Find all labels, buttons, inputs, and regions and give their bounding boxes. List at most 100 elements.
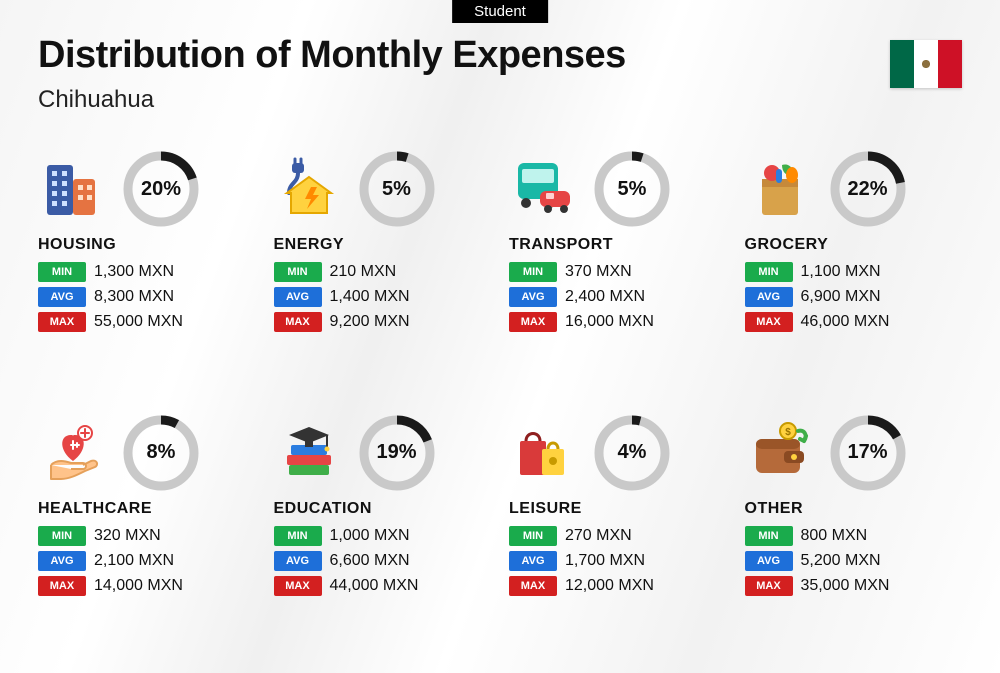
stats: MIN 1,300 MXN AVG 8,300 MXN MAX 55,000 M… [38, 262, 256, 332]
val-avg: 6,600 MXN [330, 552, 410, 570]
val-min: 370 MXN [565, 263, 632, 281]
shopping-bags-icon [509, 418, 579, 488]
pct-label: 5% [358, 150, 436, 228]
val-max: 16,000 MXN [565, 313, 654, 331]
tag-max: MAX [38, 312, 86, 332]
stats: MIN 320 MXN AVG 2,100 MXN MAX 14,000 MXN [38, 526, 256, 596]
page-title: Distribution of Monthly Expenses [38, 34, 626, 77]
donut-energy: 5% [358, 150, 436, 228]
donut-education: 19% [358, 414, 436, 492]
expense-card-leisure: 4% LEISURE MIN 270 MXN AVG 1,700 MXN MAX… [509, 414, 727, 650]
pct-label: 22% [829, 150, 907, 228]
tag-min: MIN [509, 262, 557, 282]
flag-mexico [890, 40, 962, 88]
tag-min: MIN [274, 526, 322, 546]
tag-avg: AVG [745, 287, 793, 307]
tag-min: MIN [38, 262, 86, 282]
expense-card-grocery: 22% GROCERY MIN 1,100 MXN AVG 6,900 MXN … [745, 150, 963, 386]
tag-max: MAX [274, 576, 322, 596]
tag-max: MAX [38, 576, 86, 596]
expense-card-education: 19% EDUCATION MIN 1,000 MXN AVG 6,600 MX… [274, 414, 492, 650]
tag-max: MAX [509, 312, 557, 332]
val-avg: 5,200 MXN [801, 552, 881, 570]
buildings-icon [38, 154, 108, 224]
grad-books-icon [274, 418, 344, 488]
badge-student: Student [452, 0, 548, 23]
val-min: 1,300 MXN [94, 263, 174, 281]
val-avg: 2,400 MXN [565, 288, 645, 306]
expense-card-housing: 20% HOUSING MIN 1,300 MXN AVG 8,300 MXN … [38, 150, 256, 386]
heart-hand-icon [38, 418, 108, 488]
expense-card-healthcare: 8% HEALTHCARE MIN 320 MXN AVG 2,100 MXN … [38, 414, 256, 650]
tag-min: MIN [38, 526, 86, 546]
tag-avg: AVG [274, 551, 322, 571]
val-avg: 1,700 MXN [565, 552, 645, 570]
tag-min: MIN [274, 262, 322, 282]
category-name: TRANSPORT [509, 236, 727, 254]
wallet-icon: $ [745, 418, 815, 488]
bus-car-icon [509, 154, 579, 224]
val-min: 320 MXN [94, 527, 161, 545]
category-name: EDUCATION [274, 500, 492, 518]
val-max: 35,000 MXN [801, 577, 890, 595]
expense-card-transport: 5% TRANSPORT MIN 370 MXN AVG 2,400 MXN M… [509, 150, 727, 386]
expense-card-other: $ 17% OTHER MIN 800 MXN AVG 5,200 MXN [745, 414, 963, 650]
stats: MIN 800 MXN AVG 5,200 MXN MAX 35,000 MXN [745, 526, 963, 596]
val-max: 14,000 MXN [94, 577, 183, 595]
tag-avg: AVG [38, 287, 86, 307]
pct-label: 4% [593, 414, 671, 492]
val-min: 1,100 MXN [801, 263, 881, 281]
donut-grocery: 22% [829, 150, 907, 228]
val-avg: 2,100 MXN [94, 552, 174, 570]
expense-grid: 20% HOUSING MIN 1,300 MXN AVG 8,300 MXN … [38, 150, 962, 649]
energy-house-icon [274, 154, 344, 224]
val-avg: 1,400 MXN [330, 288, 410, 306]
tag-max: MAX [274, 312, 322, 332]
category-name: ENERGY [274, 236, 492, 254]
tag-max: MAX [745, 312, 793, 332]
stats: MIN 1,100 MXN AVG 6,900 MXN MAX 46,000 M… [745, 262, 963, 332]
stats: MIN 1,000 MXN AVG 6,600 MXN MAX 44,000 M… [274, 526, 492, 596]
pct-label: 8% [122, 414, 200, 492]
val-max: 44,000 MXN [330, 577, 419, 595]
donut-leisure: 4% [593, 414, 671, 492]
stats: MIN 370 MXN AVG 2,400 MXN MAX 16,000 MXN [509, 262, 727, 332]
expense-card-energy: 5% ENERGY MIN 210 MXN AVG 1,400 MXN MAX … [274, 150, 492, 386]
category-name: LEISURE [509, 500, 727, 518]
svg-text:$: $ [785, 427, 791, 438]
tag-avg: AVG [509, 551, 557, 571]
pct-label: 17% [829, 414, 907, 492]
grocery-bag-icon [745, 154, 815, 224]
val-avg: 8,300 MXN [94, 288, 174, 306]
category-name: GROCERY [745, 236, 963, 254]
pct-label: 5% [593, 150, 671, 228]
val-min: 270 MXN [565, 527, 632, 545]
val-avg: 6,900 MXN [801, 288, 881, 306]
val-min: 800 MXN [801, 527, 868, 545]
donut-other: 17% [829, 414, 907, 492]
tag-avg: AVG [38, 551, 86, 571]
donut-housing: 20% [122, 150, 200, 228]
stats: MIN 270 MXN AVG 1,700 MXN MAX 12,000 MXN [509, 526, 727, 596]
donut-transport: 5% [593, 150, 671, 228]
donut-healthcare: 8% [122, 414, 200, 492]
tag-avg: AVG [509, 287, 557, 307]
category-name: OTHER [745, 500, 963, 518]
tag-avg: AVG [745, 551, 793, 571]
tag-min: MIN [745, 262, 793, 282]
pct-label: 19% [358, 414, 436, 492]
page-subtitle: Chihuahua [38, 86, 154, 114]
pct-label: 20% [122, 150, 200, 228]
category-name: HOUSING [38, 236, 256, 254]
category-name: HEALTHCARE [38, 500, 256, 518]
val-max: 55,000 MXN [94, 313, 183, 331]
val-min: 210 MXN [330, 263, 397, 281]
val-min: 1,000 MXN [330, 527, 410, 545]
tag-max: MAX [745, 576, 793, 596]
val-max: 9,200 MXN [330, 313, 410, 331]
val-max: 46,000 MXN [801, 313, 890, 331]
val-max: 12,000 MXN [565, 577, 654, 595]
tag-min: MIN [509, 526, 557, 546]
tag-max: MAX [509, 576, 557, 596]
tag-min: MIN [745, 526, 793, 546]
